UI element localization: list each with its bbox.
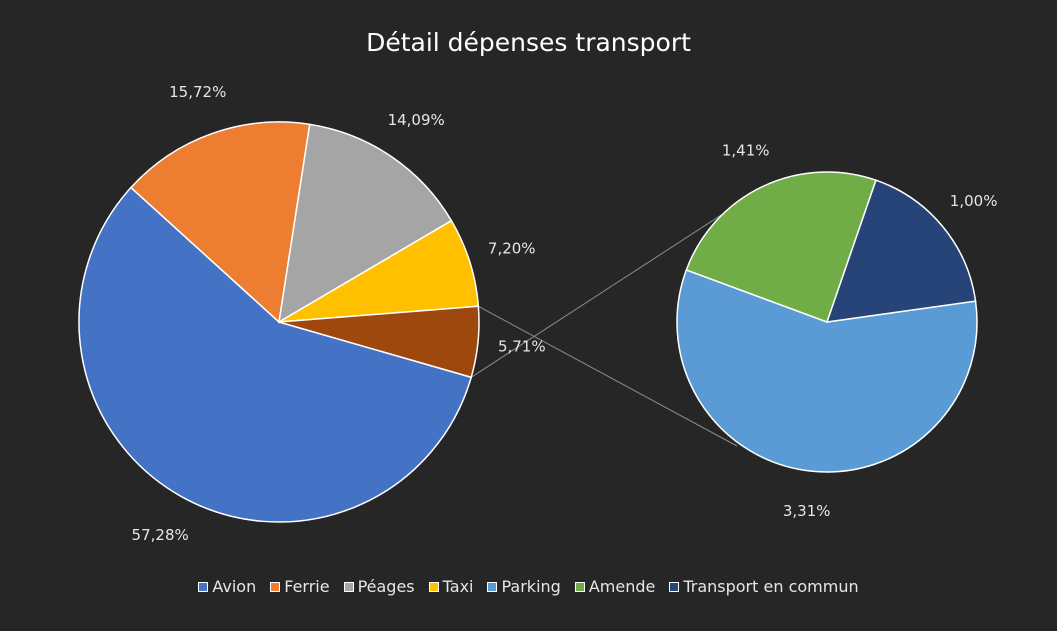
legend-swatch: [574, 581, 585, 592]
slice-parking: [676, 268, 978, 473]
legend-label: Avion: [212, 577, 257, 596]
slice-transport-en-commun: [825, 179, 977, 323]
data-label-aggregate: 5,71%: [498, 338, 546, 356]
legend-item-taxi: Taxi: [428, 577, 474, 596]
chart-title: Détail dépenses transport: [366, 28, 691, 57]
data-label-transport-en-commun: 1,00%: [950, 192, 998, 210]
legend-item-parking: Parking: [487, 577, 561, 596]
legend-label: Amende: [588, 577, 656, 596]
legend-swatch: [343, 581, 354, 592]
data-label-taxi: 7,20%: [488, 240, 536, 258]
legend-item-ferrie: Ferrie: [270, 577, 330, 596]
data-label-avion: 57,28%: [132, 526, 189, 544]
legend-label: Ferrie: [284, 577, 330, 596]
data-labels: 57,28% 15,72% 14,09% 7,20% 5,71% 3,31% 1,41% 1,…: [132, 83, 998, 544]
legend-label: Péages: [357, 577, 415, 596]
legend-label: Transport en commun: [683, 577, 859, 596]
slice-avion: [78, 186, 473, 523]
data-label-parking: 3,31%: [783, 502, 831, 520]
slice-peages: [278, 123, 453, 324]
legend-item-amende: Amende: [574, 577, 656, 596]
legend-label: Taxi: [442, 577, 474, 596]
legend-label: Parking: [501, 577, 561, 596]
legend-swatch: [428, 581, 439, 592]
legend-item-avion: Avion: [198, 577, 256, 596]
data-label-amende: 1,41%: [722, 141, 770, 159]
legend-swatch: [669, 581, 680, 592]
slice-ferrie: [129, 121, 311, 324]
legend-swatch: [487, 581, 498, 592]
main-pie: [78, 121, 480, 523]
legend: Avion Ferrie Péages Taxi Parking Amende Transp…: [0, 577, 1057, 596]
legend-item-transport-en-commun: Transport en commun: [669, 577, 859, 596]
slice-aggregate: [278, 305, 480, 379]
legend-swatch: [198, 581, 209, 592]
data-label-ferrie: 15,72%: [169, 83, 226, 101]
connector-line-bottom: [478, 305, 738, 447]
data-label-peages: 14,09%: [388, 111, 445, 129]
connector-line-top: [470, 183, 770, 378]
slice-amende: [685, 171, 877, 323]
connector-lines: [470, 183, 770, 447]
legend-swatch: [270, 581, 281, 592]
secondary-pie: [676, 171, 978, 473]
legend-item-peages: Péages: [343, 577, 415, 596]
